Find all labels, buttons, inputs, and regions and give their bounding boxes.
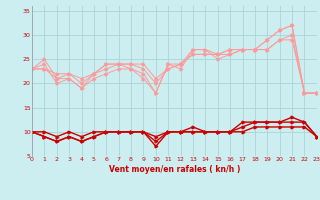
X-axis label: Vent moyen/en rafales ( kn/h ): Vent moyen/en rafales ( kn/h ) (109, 165, 240, 174)
